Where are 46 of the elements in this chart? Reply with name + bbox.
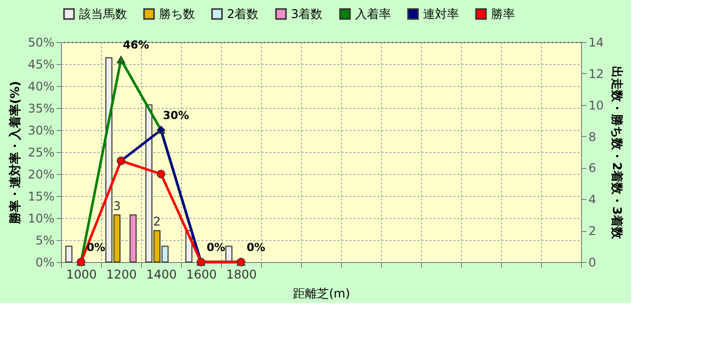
- y2-tick-label: 10: [588, 98, 604, 112]
- y-tick-label: 10%: [28, 212, 54, 226]
- data-label: 0%: [246, 241, 266, 254]
- y2-tick-label: 8: [588, 130, 596, 144]
- y2-tick-label: 0: [588, 256, 596, 270]
- data-label: 0%: [206, 241, 226, 254]
- y-tick-label: 30%: [28, 124, 54, 138]
- y-tick-label: 35%: [28, 102, 54, 116]
- bar: [130, 214, 137, 262]
- y2-tick-label: 6: [588, 161, 596, 176]
- y-axis-title: 勝率・連対率・入着率(%): [8, 81, 22, 225]
- x-tick-label: 1400: [146, 268, 177, 282]
- y2-tick-label: 12: [588, 66, 604, 81]
- x-tick-label: 1800: [226, 268, 257, 282]
- data-label: 30%: [162, 109, 190, 122]
- legend-label: 3着数: [291, 7, 323, 21]
- data-label: 2: [153, 214, 161, 229]
- x-tick-label: 1000: [66, 268, 97, 282]
- y-tick-label: 15%: [28, 190, 54, 204]
- legend-label: 連対率: [423, 7, 459, 21]
- legend-label: 入着率: [355, 7, 391, 21]
- y2-axis-title: 出走数・勝ち数・2着数・3着数: [610, 66, 624, 240]
- data-label: 0%: [86, 241, 106, 254]
- x-tick-label: 1600: [186, 268, 217, 282]
- bar: [65, 246, 72, 262]
- bar: [225, 246, 232, 262]
- point: [156, 170, 166, 178]
- data-label: 3: [113, 198, 121, 213]
- y2-tick-label: 4: [588, 192, 596, 207]
- y-tick-label: 0%: [35, 256, 54, 270]
- point: [116, 56, 126, 64]
- y-tick-label: 40%: [28, 80, 54, 94]
- legend-label: 勝ち数: [159, 7, 195, 21]
- y2-tick-label: 14: [588, 36, 604, 50]
- y-tick-label: 45%: [28, 58, 54, 72]
- y-tick-label: 20%: [28, 168, 54, 182]
- y-tick-label: 5%: [35, 234, 54, 248]
- legend-label: 勝率: [491, 7, 515, 21]
- x-axis-title: 距離芝(m): [292, 286, 350, 300]
- y-tick-label: 25%: [28, 146, 54, 160]
- legend-label: 該当馬数: [79, 7, 127, 21]
- x-tick-label: 1200: [106, 268, 137, 282]
- data-label: 46%: [122, 38, 150, 52]
- y-tick-label: 50%: [28, 36, 54, 50]
- y2-tick-label: 2: [588, 224, 596, 238]
- legend-label: 2着数: [227, 7, 259, 21]
